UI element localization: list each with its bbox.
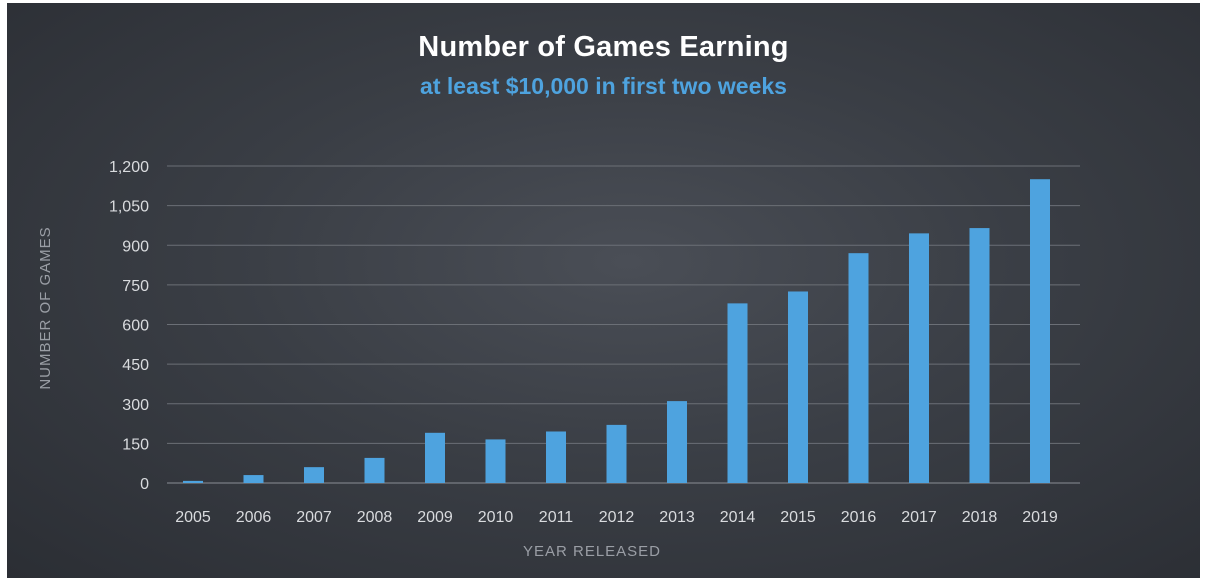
bar-2019 xyxy=(1030,179,1050,484)
x-tick-label: 2016 xyxy=(841,509,877,526)
x-axis-title: YEAR RELEASED xyxy=(523,543,661,560)
bar-2011 xyxy=(546,431,566,483)
y-tick-label: 300 xyxy=(122,397,149,414)
bar-2010 xyxy=(485,439,506,483)
x-tick-label: 2007 xyxy=(296,509,332,526)
bar-2005 xyxy=(183,480,203,483)
y-tick-label: 600 xyxy=(122,318,149,335)
x-tick-label: 2005 xyxy=(175,509,211,526)
bar-2015 xyxy=(788,291,808,483)
y-tick-label: 1,200 xyxy=(109,159,149,176)
bar-2017 xyxy=(909,233,929,483)
chart-title: Number of Games Earning xyxy=(418,31,789,63)
x-tick-label: 2006 xyxy=(236,509,272,526)
bar-2014 xyxy=(727,303,748,483)
y-tick-label: 150 xyxy=(122,436,149,453)
bar-2006 xyxy=(243,475,264,483)
y-tick-label: 900 xyxy=(122,238,149,255)
bar-2008 xyxy=(364,457,385,483)
bar-2007 xyxy=(304,467,324,483)
bar-2013 xyxy=(667,401,687,483)
bars xyxy=(183,179,1050,484)
y-axis-title: NUMBER OF GAMES xyxy=(37,226,54,389)
y-tick-labels: 0 150 300 450 600 750 900 1,050 1,200 xyxy=(109,159,149,493)
chart-subtitle: at least $10,000 in first two weeks xyxy=(420,73,787,99)
x-tick-label: 2017 xyxy=(901,509,937,526)
chart-panel: Number of Games Earning at least $10,000… xyxy=(7,3,1200,578)
x-tick-labels: 2005 2006 2007 2008 2009 2010 2011 2012 2013 2014… xyxy=(175,509,1058,526)
x-tick-label: 2015 xyxy=(780,509,816,526)
x-tick-label: 2018 xyxy=(962,509,998,526)
y-tick-label: 750 xyxy=(122,278,149,295)
x-tick-label: 2009 xyxy=(417,509,453,526)
x-tick-label: 2008 xyxy=(357,509,393,526)
bar-2018 xyxy=(969,228,990,483)
x-tick-label: 2012 xyxy=(599,509,635,526)
x-tick-label: 2013 xyxy=(659,509,695,526)
y-tick-label: 1,050 xyxy=(109,199,149,216)
x-tick-label: 2019 xyxy=(1022,509,1058,526)
x-tick-label: 2011 xyxy=(539,509,574,526)
bar-2009 xyxy=(425,432,445,483)
bar-2016 xyxy=(848,253,869,483)
x-tick-label: 2014 xyxy=(720,509,756,526)
y-tick-label: 450 xyxy=(122,357,149,374)
y-tick-label: 0 xyxy=(140,476,149,493)
bar-2012 xyxy=(606,424,627,483)
x-tick-label: 2010 xyxy=(478,509,514,526)
